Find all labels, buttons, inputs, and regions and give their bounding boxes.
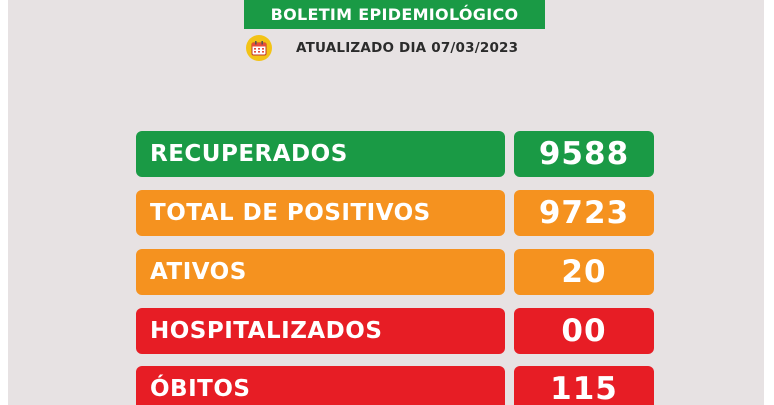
stat-value: 115 [514, 366, 654, 405]
stat-label: ÓBITOS [136, 366, 505, 405]
stat-row-ativos: ATIVOS 20 [136, 249, 654, 295]
bulletin-title: BOLETIM EPIDEMIOLÓGICO [244, 0, 545, 29]
stat-label: HOSPITALIZADOS [136, 308, 505, 354]
stat-value: 9723 [514, 190, 654, 236]
stat-value: 00 [514, 308, 654, 354]
bulletin-panel: BOLETIM EPIDEMIOLÓGICO ATUALIZADO DIA 07… [8, 0, 764, 405]
update-row: ATUALIZADO DIA 07/03/2023 [246, 35, 518, 61]
stat-row-hospitalizados: HOSPITALIZADOS 00 [136, 308, 654, 354]
stat-row-obitos: ÓBITOS 115 [136, 366, 654, 405]
stat-value: 20 [514, 249, 654, 295]
calendar-icon [246, 35, 272, 61]
update-date: ATUALIZADO DIA 07/03/2023 [296, 40, 519, 56]
stat-label: RECUPERADOS [136, 131, 505, 177]
stat-row-recuperados: RECUPERADOS 9588 [136, 131, 654, 177]
stat-label: ATIVOS [136, 249, 505, 295]
stat-value: 9588 [514, 131, 654, 177]
stat-row-total-positivos: TOTAL DE POSITIVOS 9723 [136, 190, 654, 236]
stat-label: TOTAL DE POSITIVOS [136, 190, 505, 236]
